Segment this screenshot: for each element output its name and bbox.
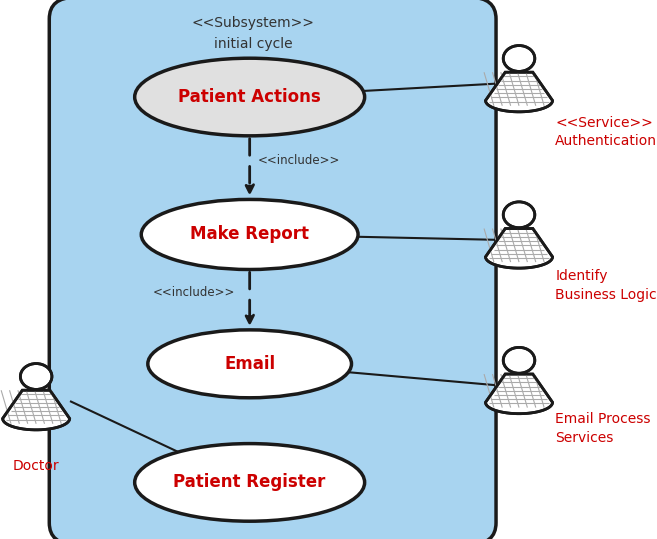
FancyBboxPatch shape [49, 0, 496, 539]
Text: Email: Email [224, 355, 275, 373]
Text: Identify
Business Logic: Identify Business Logic [555, 270, 657, 302]
Ellipse shape [135, 58, 365, 136]
Text: <<Subsystem>>: <<Subsystem>> [191, 16, 315, 30]
Ellipse shape [503, 202, 535, 227]
Polygon shape [486, 229, 553, 268]
Polygon shape [3, 390, 70, 430]
Ellipse shape [503, 46, 535, 72]
Ellipse shape [503, 348, 535, 374]
Ellipse shape [3, 407, 70, 430]
Text: initial cycle: initial cycle [214, 37, 292, 51]
Ellipse shape [486, 391, 553, 413]
Ellipse shape [148, 330, 351, 398]
Ellipse shape [486, 246, 553, 268]
Text: <<include>>: <<include>> [152, 286, 235, 299]
Text: Doctor: Doctor [13, 459, 59, 473]
Text: Make Report: Make Report [190, 225, 309, 244]
Ellipse shape [135, 444, 365, 521]
Polygon shape [486, 72, 553, 112]
Ellipse shape [486, 89, 553, 112]
Ellipse shape [141, 199, 358, 270]
Text: <<include>>: <<include>> [258, 154, 340, 167]
Text: Email Process
Services: Email Process Services [555, 412, 650, 445]
Text: <<Service>>
Authentication: <<Service>> Authentication [555, 116, 657, 148]
Polygon shape [486, 374, 553, 413]
Text: Patient Actions: Patient Actions [178, 88, 321, 106]
Ellipse shape [20, 363, 52, 389]
Text: Patient Register: Patient Register [173, 473, 326, 492]
